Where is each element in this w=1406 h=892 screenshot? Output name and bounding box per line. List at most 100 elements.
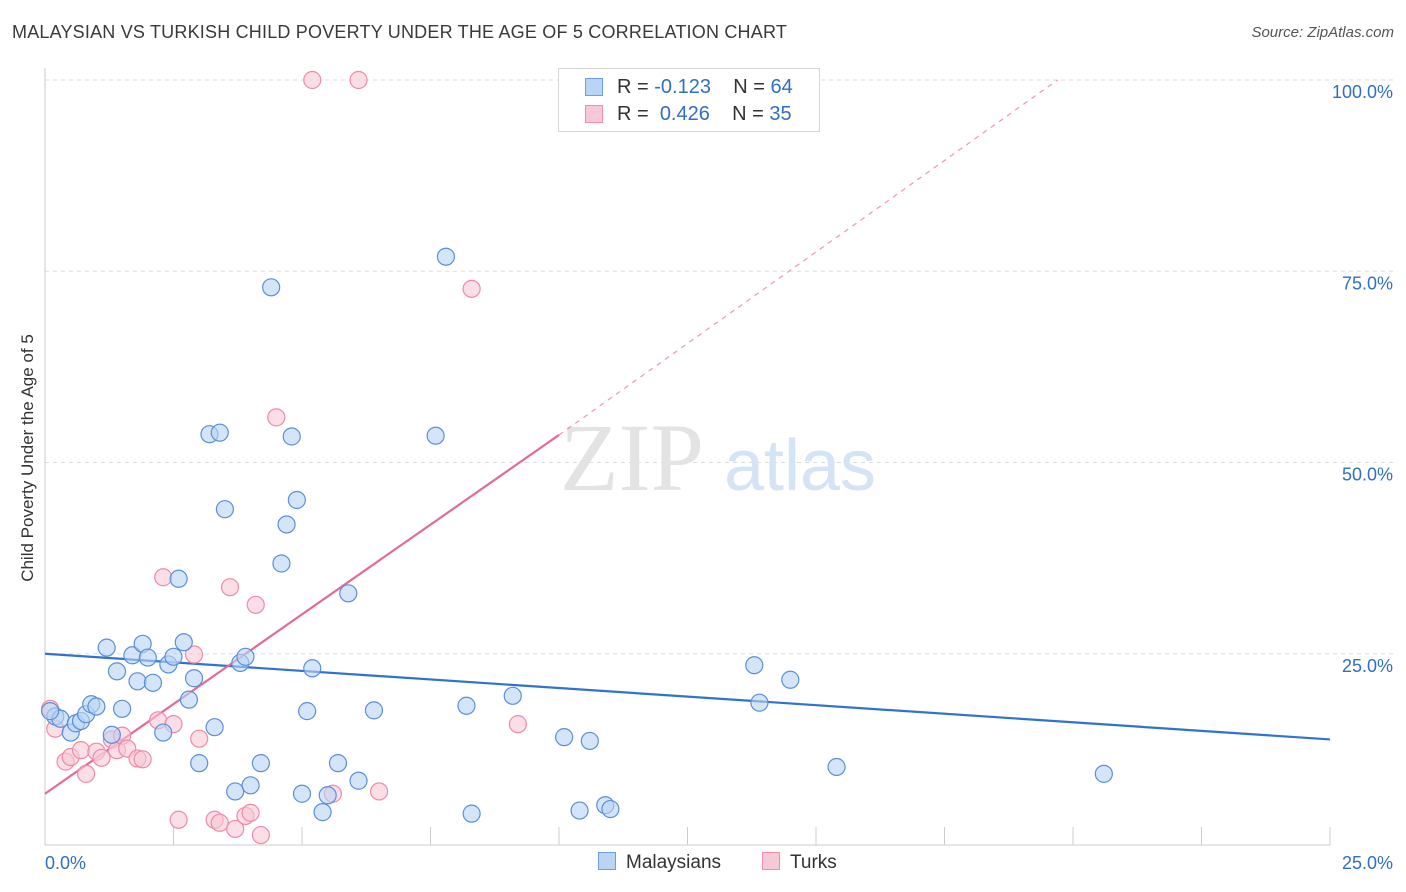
malaysians-point: [241, 776, 260, 795]
turks-point: [71, 741, 91, 760]
legend-label-malaysians: Malaysians: [626, 852, 722, 873]
malaysians-point: [436, 247, 456, 266]
turks-point: [92, 748, 111, 767]
turks-point: [303, 70, 322, 90]
turks-point: [226, 819, 245, 839]
malaysians-point: [143, 673, 163, 692]
malaysians-point: [102, 725, 121, 744]
legend-n-value: 64: [770, 76, 793, 98]
turks-point: [349, 70, 368, 90]
malaysians-point: [781, 670, 800, 689]
malaysians-point: [179, 690, 199, 709]
malaysians-point: [210, 423, 229, 442]
legend-swatch-turks: [762, 852, 780, 870]
chart-title: MALAYSIAN VS TURKISH CHILD POVERTY UNDER…: [12, 22, 788, 42]
malaysians-point: [339, 584, 358, 603]
malaysians-point: [215, 500, 234, 519]
malaysians-point: [328, 754, 348, 773]
malaysians-point: [292, 784, 312, 803]
malaysians-point: [226, 782, 245, 801]
malaysians-point: [580, 731, 599, 751]
malaysians-point: [303, 659, 322, 678]
turks-point: [267, 408, 286, 427]
malaysians-point: [262, 278, 281, 297]
y-tick-label: 25.0%: [1342, 656, 1393, 676]
malaysians-point: [97, 638, 116, 657]
malaysians-point: [745, 656, 764, 675]
malaysians-point: [128, 672, 147, 691]
malaysians-point: [601, 799, 620, 819]
malaysians-point: [87, 697, 106, 716]
watermark-zip: ZIP: [560, 404, 704, 511]
malaysians-point: [298, 702, 317, 721]
watermark: ZIP atlas: [560, 404, 876, 511]
malaysians-point: [570, 801, 589, 820]
malaysians-point: [169, 569, 188, 588]
malaysians-point: [205, 718, 224, 737]
malaysians-point: [555, 728, 574, 747]
malaysians-point: [112, 699, 132, 718]
malaysians-point: [750, 693, 769, 712]
malaysians-point: [138, 648, 157, 667]
y-tick-label: 75.0%: [1342, 273, 1393, 293]
turks-point: [184, 645, 204, 664]
legend-n-label: N =: [733, 76, 771, 98]
legend-n-label: N =: [732, 103, 770, 125]
malaysians-point: [236, 647, 255, 666]
legend-swatch-turks: [585, 105, 603, 123]
malaysians-point: [251, 754, 270, 773]
malaysians-point: [164, 647, 183, 666]
malaysians-point: [277, 515, 296, 534]
malaysians-point: [313, 803, 332, 822]
turks-point: [462, 279, 481, 298]
turks-point: [133, 750, 152, 769]
correlation-legend: R = -0.123 N = 64 R = 0.426 N = 35: [558, 68, 820, 132]
y-tick-label: 100.0%: [1332, 82, 1393, 102]
malaysians-point: [287, 490, 306, 510]
tick-labels: 25.0% 50.0% 75.0% 100.0% 0.0% 25.0%: [45, 82, 1393, 873]
turks-trend-extension: [558, 79, 1058, 436]
turks-point: [220, 578, 240, 597]
malaysians-point: [318, 786, 337, 805]
malaysians-point: [282, 427, 301, 446]
grid-lines: [45, 79, 1395, 655]
legend-n-value: 35: [769, 103, 792, 125]
malaysians-point: [174, 633, 193, 652]
turks-point: [154, 568, 173, 587]
malaysians-point: [190, 754, 209, 773]
legend-r-label: R =: [617, 103, 655, 125]
malaysians-point: [272, 554, 291, 573]
legend-swatch-malaysians: [598, 852, 616, 870]
turks-point: [246, 595, 265, 614]
malaysians-point: [503, 686, 522, 705]
malaysians-point: [107, 662, 127, 681]
turks-point: [77, 764, 96, 783]
malaysians-point: [364, 701, 384, 720]
legend-item-turks: Turks: [762, 852, 837, 874]
turks-point: [370, 782, 389, 801]
malaysians-point: [462, 804, 481, 823]
malaysians-point: [41, 702, 60, 721]
malaysians-trend-line: [44, 652, 1331, 741]
watermark-atlas: atlas: [724, 426, 876, 506]
malaysians-point: [457, 696, 476, 715]
x-tick-label: 0.0%: [45, 853, 86, 873]
legend-item-malaysians: Malaysians: [598, 852, 721, 874]
malaysians-point: [1094, 764, 1113, 783]
x-tick-label: 25.0%: [1342, 853, 1393, 873]
malaysians-point: [426, 426, 445, 445]
turks-point: [508, 715, 527, 734]
legend-swatch-malaysians: [585, 78, 603, 96]
malaysians-point: [827, 757, 846, 777]
y-tick-label: 50.0%: [1342, 465, 1393, 485]
turks-point: [190, 729, 209, 748]
turks-point: [241, 803, 260, 822]
source-label: Source: ZipAtlas.com: [1251, 24, 1394, 41]
malaysians-point: [184, 669, 204, 688]
legend-r-value: 0.426: [659, 103, 710, 125]
malaysians-point: [154, 723, 173, 742]
malaysians-point: [349, 771, 368, 790]
data-points: [41, 70, 1113, 845]
turks-point: [169, 810, 188, 829]
